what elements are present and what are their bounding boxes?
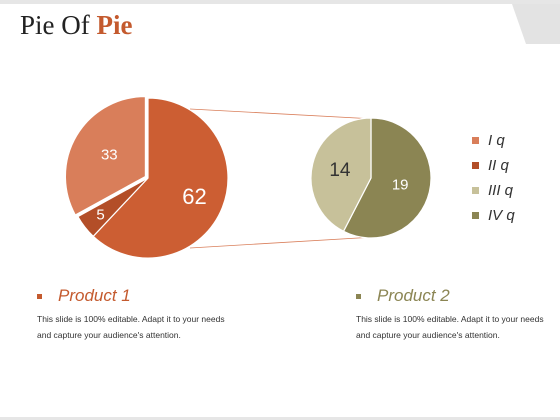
- pie-data-label: 33: [101, 147, 118, 164]
- product-description: This slide is 100% editable. Adapt it to…: [37, 314, 225, 340]
- connector-line-top: [189, 108, 376, 120]
- legend-label: IV q: [488, 207, 515, 224]
- legend-swatch: [472, 212, 479, 219]
- legend-swatch: [472, 187, 479, 194]
- primary-pie: 62 5 33: [64, 95, 229, 259]
- product-bullet: [37, 293, 42, 299]
- product-1-block: Product 1 This slide is 100% editable. A…: [37, 286, 237, 343]
- page-title: Pie Of Pie: [20, 10, 132, 41]
- legend-label: III q: [488, 182, 514, 199]
- product-bullet: [356, 293, 361, 299]
- pie-data-label: 62: [182, 184, 206, 209]
- legend: I q II q III q IV q: [472, 128, 515, 228]
- top-bar: [0, 0, 560, 4]
- legend-item: IV q: [472, 203, 515, 228]
- legend-swatch: [472, 137, 479, 144]
- product-title: Product 2: [377, 286, 450, 305]
- title-main: Pie Of: [20, 10, 90, 40]
- bottom-bar: [0, 417, 560, 420]
- pie-slice: [77, 177, 149, 238]
- pie-data-label: 19: [392, 177, 409, 194]
- pie-slice: [92, 97, 229, 259]
- legend-label: II q: [488, 157, 509, 174]
- connector-line-bottom: [189, 236, 376, 249]
- legend-label: I q: [488, 132, 505, 149]
- product-head: Product 2: [356, 286, 556, 306]
- pie-slice: [64, 95, 147, 216]
- corner-decoration: [512, 4, 560, 44]
- product-description: This slide is 100% editable. Adapt it to…: [356, 314, 544, 340]
- product-2-block: Product 2 This slide is 100% editable. A…: [356, 286, 556, 343]
- pie-data-label: 5: [96, 206, 104, 223]
- product-head: Product 1: [37, 286, 237, 306]
- pie-slice: [310, 117, 372, 233]
- legend-item: III q: [472, 178, 515, 203]
- legend-item: II q: [472, 153, 515, 178]
- pie-slice: [342, 117, 432, 239]
- product-title: Product 1: [58, 286, 131, 305]
- title-accent: Pie: [96, 10, 133, 40]
- legend-item: I q: [472, 128, 515, 153]
- legend-swatch: [472, 162, 479, 169]
- pie-data-label: 14: [329, 160, 351, 181]
